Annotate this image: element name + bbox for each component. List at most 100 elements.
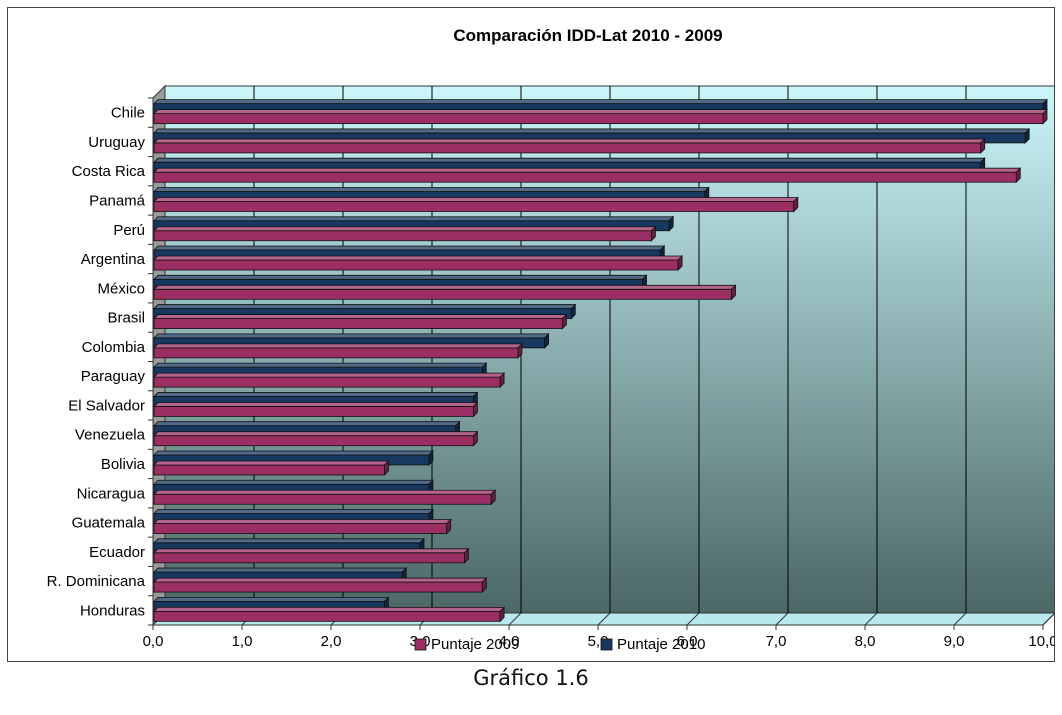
bar-2009-side — [472, 430, 478, 447]
chart-title: Comparación IDD-Lat 2010 - 2009 — [453, 26, 722, 45]
bar-2009-front — [153, 347, 519, 359]
bar-2010-top — [153, 304, 577, 309]
bar-2010-top — [153, 157, 986, 163]
bar-2009 — [153, 137, 986, 154]
bar-2010-top — [153, 274, 648, 280]
bar-chart: 0,01,02,03,04,05,06,07,08,09,010,0ChileU… — [47, 26, 1054, 653]
bar-2009 — [153, 401, 479, 418]
y-tick-label: Guatemala — [72, 515, 146, 532]
bar-2009-top — [153, 255, 684, 261]
x-tick-label: 10,0 — [1028, 633, 1054, 650]
floor-gridline — [1042, 613, 1054, 626]
floor-gridline — [597, 612, 611, 626]
y-tick-label: Uruguay — [88, 134, 145, 151]
bar-2009-front — [153, 259, 679, 271]
y-tick-label: R. Dominicana — [47, 573, 146, 590]
bar-2010 — [153, 391, 479, 408]
y-tick-label: Costa Rica — [72, 163, 146, 180]
bar-2010 — [153, 215, 675, 232]
bar-2009-top — [153, 460, 390, 466]
bar-2009 — [153, 108, 1048, 125]
legend-swatch-2010 — [600, 638, 613, 651]
floor-gridline — [953, 612, 967, 626]
bar-2009-front — [153, 435, 474, 447]
floor-gridline — [864, 612, 878, 626]
bar-2010-top — [153, 596, 390, 602]
bar-2009-side — [499, 372, 505, 389]
bar-2009-top — [153, 548, 470, 554]
bar-2009-side — [517, 342, 523, 359]
bar-2010-top — [153, 479, 434, 485]
bar-2010-top — [153, 333, 550, 339]
bar-2009-top — [153, 226, 657, 232]
floor-gridline — [775, 612, 789, 626]
bar-2009 — [153, 577, 488, 594]
bar-2010-side — [1024, 127, 1030, 144]
bar-2009-top — [153, 343, 523, 349]
bar-2009-front — [153, 464, 385, 476]
bar-2010-top — [153, 128, 1031, 134]
bar-2009-top — [153, 167, 1022, 173]
y-tick-label: Perú — [113, 222, 145, 239]
floor-gridline — [508, 612, 522, 626]
bar-2009-side — [677, 255, 683, 271]
bar-2009-top — [153, 372, 506, 378]
y-tick-label: Panamá — [89, 192, 146, 209]
legend-swatch-2009 — [414, 638, 427, 651]
bar-2009 — [153, 196, 799, 213]
bar-2010-top — [153, 362, 488, 368]
y-tick-label: Honduras — [80, 602, 145, 619]
bar-2009-front — [153, 376, 501, 388]
bar-2010-side — [570, 303, 576, 320]
y-tick-label: Bolivia — [101, 456, 146, 473]
bar-2010-top — [153, 216, 675, 222]
bar-2009-front — [153, 201, 795, 212]
bar-2009-front — [153, 171, 1017, 183]
bar-2009 — [153, 606, 506, 623]
legend: Puntaje 2009 Puntaje 2010 — [414, 636, 705, 653]
bar-2010 — [153, 186, 710, 203]
bar-2009-front — [153, 552, 465, 564]
bar-2009-side — [562, 313, 567, 330]
bar-2009-side — [472, 401, 478, 418]
bar-2009-side — [490, 489, 496, 506]
bar-2010-top — [153, 509, 434, 514]
y-tick-label: Nicaragua — [77, 485, 146, 502]
y-tick-label: Venezuela — [75, 427, 146, 444]
bar-2009 — [153, 460, 390, 476]
bar-2009-side — [481, 577, 487, 594]
bar-2009-top — [153, 577, 488, 583]
bar-2009-top — [153, 138, 986, 144]
bar-2009 — [153, 225, 657, 242]
figure-caption: Gráfico 1.6 — [473, 666, 589, 690]
bar-2009-side — [383, 460, 389, 476]
bar-2009-front — [153, 581, 483, 593]
bar-2009 — [153, 255, 684, 271]
bar-2010-top — [153, 538, 425, 544]
bar-2009-front — [153, 610, 501, 622]
x-tick-label: 6,0 — [677, 633, 698, 650]
bar-2009-side — [731, 284, 736, 301]
bar-2009-front — [153, 113, 1044, 125]
bar-2010-top — [153, 567, 408, 573]
bar-2010-top — [153, 421, 461, 427]
bar-2009 — [153, 489, 497, 506]
bar-2010-top — [153, 99, 1048, 105]
bar-2010 — [153, 245, 666, 261]
bar-2010 — [153, 157, 986, 174]
bar-2009-side — [1015, 167, 1021, 184]
bar-2009-side — [1042, 108, 1048, 125]
y-tick-label: Argentina — [81, 251, 146, 268]
bar-2009-side — [499, 606, 505, 623]
bar-2009-front — [153, 142, 982, 154]
y-tick-label: Ecuador — [89, 544, 145, 561]
bar-2009-side — [651, 225, 656, 242]
bar-2009 — [153, 167, 1022, 184]
bar-2010 — [153, 508, 434, 525]
legend-label-2010: Puntaje 2010 — [617, 636, 705, 653]
bar-2009-side — [464, 547, 469, 564]
bar-2009 — [153, 372, 506, 389]
x-tick-label: 2,0 — [321, 633, 342, 650]
bar-2009 — [153, 430, 479, 447]
bar-2009-top — [153, 431, 479, 437]
